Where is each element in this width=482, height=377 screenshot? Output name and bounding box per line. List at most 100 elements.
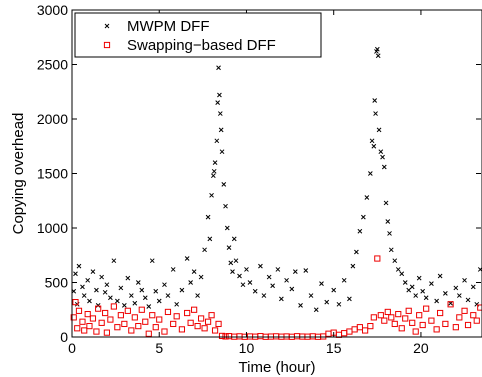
data-point-mwpm-dff (231, 236, 237, 242)
data-point-mwpm-dff (76, 263, 82, 269)
data-point-mwpm-dff (223, 203, 228, 209)
data-point-swapping-based-dff (117, 312, 124, 319)
data-point-mwpm-dff (385, 219, 391, 224)
data-point-mwpm-dff (108, 295, 113, 301)
data-point-swapping-based-dff (257, 333, 264, 340)
data-point-mwpm-dff (80, 284, 85, 290)
data-point-mwpm-dff (364, 195, 370, 200)
data-point-mwpm-dff (149, 258, 155, 264)
data-point-mwpm-dff (392, 258, 398, 264)
data-point-mwpm-dff (477, 267, 482, 272)
data-point-mwpm-dff (87, 298, 92, 304)
data-point-mwpm-dff (465, 297, 471, 303)
data-point-swapping-based-dff (377, 312, 384, 319)
data-point-mwpm-dff (303, 268, 309, 273)
data-point-swapping-based-dff (184, 309, 191, 317)
data-point-mwpm-dff (341, 277, 347, 283)
data-point-swapping-based-dff (79, 318, 86, 325)
data-point-mwpm-dff (212, 160, 218, 165)
data-point-swapping-based-dff (135, 323, 142, 330)
data-point-swapping-based-dff (211, 327, 219, 334)
data-point-swapping-based-dff (74, 325, 81, 332)
data-point-mwpm-dff (244, 267, 249, 272)
data-point-swapping-based-dff (178, 326, 186, 333)
data-point-swapping-based-dff (447, 301, 454, 308)
data-point-mwpm-dff (378, 149, 384, 155)
y-tick-label: 0 (60, 329, 68, 345)
data-point-mwpm-dff (210, 173, 216, 179)
data-point-mwpm-dff (202, 247, 207, 253)
data-point-swapping-based-dff (98, 319, 105, 326)
data-point-mwpm-dff (413, 293, 419, 298)
data-point-swapping-based-dff (124, 307, 131, 314)
plot-marks (70, 46, 482, 340)
data-point-mwpm-dff (350, 263, 356, 269)
data-point-swapping-based-dff (84, 311, 91, 318)
data-point-mwpm-dff (387, 231, 392, 236)
data-point-mwpm-dff (470, 284, 476, 290)
data-point-swapping-based-dff (442, 320, 449, 328)
data-point-swapping-based-dff (142, 318, 149, 325)
data-point-mwpm-dff (216, 65, 221, 71)
data-point-swapping-based-dff (72, 299, 79, 306)
data-point-swapping-based-dff (246, 333, 254, 340)
data-point-mwpm-dff (90, 269, 96, 274)
data-point-mwpm-dff (211, 168, 217, 174)
x-tick-label: 15 (326, 340, 342, 356)
data-point-swapping-based-dff (89, 315, 97, 322)
data-point-swapping-based-dff (145, 330, 152, 337)
data-point-swapping-based-dff (273, 333, 280, 340)
data-point-mwpm-dff (372, 98, 378, 103)
data-point-mwpm-dff (207, 236, 213, 242)
plot-frame (71, 9, 482, 338)
data-point-mwpm-dff (376, 127, 382, 133)
data-point-swapping-based-dff (93, 328, 100, 335)
data-point-mwpm-dff (406, 287, 412, 293)
data-point-mwpm-dff (214, 138, 220, 144)
data-point-mwpm-dff (292, 269, 298, 274)
data-point-swapping-based-dff (236, 333, 243, 340)
data-point-mwpm-dff (374, 46, 380, 52)
data-point-mwpm-dff (224, 225, 230, 231)
data-point-mwpm-dff (237, 273, 242, 279)
data-point-swapping-based-dff (208, 312, 215, 319)
data-point-swapping-based-dff (81, 327, 88, 334)
data-point-mwpm-dff (409, 284, 415, 290)
data-point-mwpm-dff (308, 293, 314, 298)
data-point-mwpm-dff (462, 277, 467, 283)
data-point-swapping-based-dff (173, 313, 180, 320)
x-tick-label: 10 (239, 340, 255, 356)
data-point-swapping-based-dff (325, 330, 332, 337)
y-tick-label: 2500 (37, 57, 68, 73)
data-point-mwpm-dff (125, 275, 131, 281)
data-point-mwpm-dff (170, 267, 176, 272)
x-tick-label: 5 (155, 340, 163, 356)
data-point-mwpm-dff (443, 291, 448, 296)
data-point-mwpm-dff (94, 287, 99, 293)
y-axis-label: Copying overhead (10, 113, 27, 235)
data-point-swapping-based-dff (346, 328, 353, 335)
data-point-swapping-based-dff (473, 317, 480, 324)
data-point-swapping-based-dff (152, 324, 159, 331)
data-point-swapping-based-dff (437, 309, 444, 317)
legend-square-icon (103, 41, 111, 49)
data-point-swapping-based-dff (204, 318, 212, 325)
data-point-mwpm-dff (139, 287, 145, 293)
data-point-swapping-based-dff (293, 333, 301, 340)
data-point-swapping-based-dff (416, 312, 423, 319)
data-point-mwpm-dff (252, 288, 258, 294)
data-point-swapping-based-dff (433, 326, 440, 333)
data-point-swapping-based-dff (114, 324, 121, 331)
data-point-mwpm-dff (369, 138, 375, 144)
x-tick-label: 20 (413, 340, 429, 356)
data-point-swapping-based-dff (194, 323, 201, 330)
data-point-mwpm-dff (135, 280, 141, 285)
data-point-swapping-based-dff (395, 311, 402, 318)
data-point-mwpm-dff (357, 228, 363, 234)
data-point-mwpm-dff (456, 293, 462, 298)
data-point-swapping-based-dff (191, 306, 198, 313)
data-point-swapping-based-dff (391, 320, 398, 328)
data-point-mwpm-dff (104, 282, 110, 288)
y-tick-label: 3000 (37, 2, 68, 18)
